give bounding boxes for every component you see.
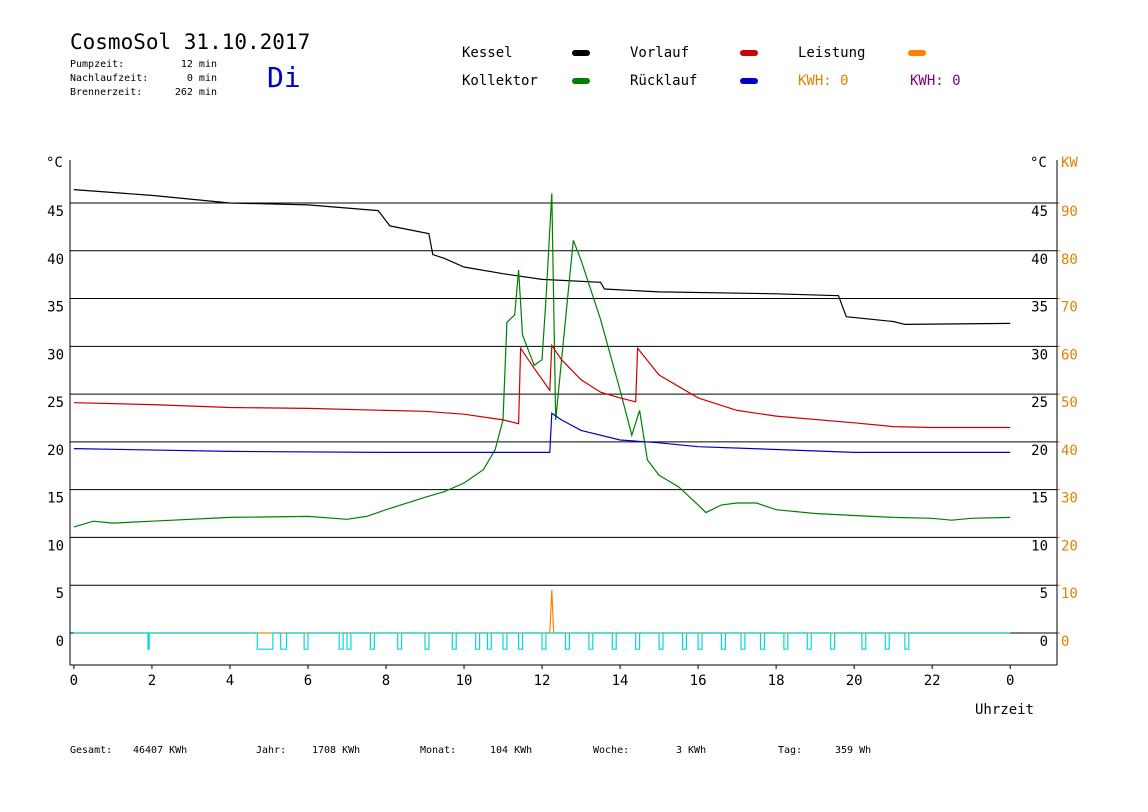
y2-tick-label: 40	[1061, 443, 1078, 459]
legend-label: Leistung	[798, 45, 865, 61]
y2-tick-label: 0	[1061, 634, 1069, 650]
y-tick-label: 10	[47, 538, 64, 554]
y-tick-label: 35	[47, 300, 64, 316]
y-tick-label: 25	[47, 395, 64, 411]
x-tick-label: 14	[612, 673, 629, 689]
y-unit: °C	[46, 155, 63, 171]
legend-label: Kessel	[462, 45, 513, 61]
x-tick-label: 20	[846, 673, 863, 689]
y2-tick-label: 30	[1061, 491, 1078, 507]
footer-value: 359 Wh	[835, 745, 871, 756]
y-tick-label-right: 5	[1040, 586, 1048, 602]
x-tick-label: 0	[1006, 673, 1014, 689]
y-tick-label-right: 0	[1040, 634, 1048, 650]
y-tick-label: 30	[47, 347, 64, 363]
x-tick-label: 8	[382, 673, 390, 689]
stat-value: 262 min	[175, 87, 217, 98]
stat-label: Brennerzeit:	[70, 87, 142, 98]
series-line	[73, 589, 1011, 634]
y-tick-label-right: 35	[1031, 300, 1048, 316]
day: Di	[267, 61, 301, 94]
y2-tick-label: 70	[1061, 300, 1078, 316]
series-line	[73, 632, 1011, 650]
y-tick-label-right: 15	[1031, 491, 1048, 507]
y-tick-label: 15	[47, 491, 64, 507]
x-tick-label: 0	[70, 673, 78, 689]
kwh-label: KWH: 0	[798, 73, 849, 89]
x-tick-label: 10	[456, 673, 473, 689]
x-label: Uhrzeit	[975, 702, 1034, 718]
stat-value: 12 min	[181, 59, 217, 70]
y2-tick-label: 90	[1061, 204, 1078, 220]
footer-value: 46407 KWh	[133, 745, 187, 756]
series-line	[73, 343, 1011, 429]
stat-label: Nachlaufzeit:	[70, 73, 148, 84]
y-tick-label-right: 25	[1031, 395, 1048, 411]
legend-label: Kollektor	[462, 73, 538, 89]
y2-tick-label: 10	[1061, 586, 1078, 602]
footer-label: Gesamt:	[70, 745, 112, 756]
stat-label: Pumpzeit:	[70, 59, 124, 70]
y-tick-label: 0	[56, 634, 64, 650]
legend-label: Vorlauf	[630, 45, 689, 61]
x-tick-label: 4	[226, 673, 234, 689]
y2-label: KW	[1061, 155, 1078, 171]
footer-label: Tag:	[778, 745, 802, 756]
footer-label: Monat:	[420, 745, 456, 756]
x-tick-label: 12	[534, 673, 551, 689]
y-tick-label-right: 20	[1031, 443, 1048, 459]
y-tick-label: 20	[47, 443, 64, 459]
footer-value: 1708 KWh	[312, 745, 360, 756]
kwh-label: KWH: 0	[910, 73, 961, 89]
series-line	[73, 189, 1011, 326]
y-tick-label-right: 30	[1031, 347, 1048, 363]
x-tick-label: 18	[768, 673, 785, 689]
y-tick-label-right: 45	[1031, 204, 1048, 220]
title: CosmoSol 31.10.2017	[70, 30, 310, 54]
x-tick-label: 2	[148, 673, 156, 689]
y-tick-label-right: 10	[1031, 538, 1048, 554]
y2-tick-label: 80	[1061, 252, 1078, 268]
y2-tick-label: 20	[1061, 538, 1078, 554]
series-line	[73, 193, 1011, 528]
y2-tick-label: 60	[1061, 347, 1078, 363]
y-tick-label: 40	[47, 252, 64, 268]
y-tick-label: 5	[56, 586, 64, 602]
footer-value: 3 KWh	[676, 745, 706, 756]
y-tick-label: 45	[47, 204, 64, 220]
y-tick-label-right: 40	[1031, 252, 1048, 268]
stat-value: 0 min	[187, 73, 217, 84]
footer-label: Woche:	[593, 745, 629, 756]
y2-tick-label: 50	[1061, 395, 1078, 411]
x-tick-label: 16	[690, 673, 707, 689]
x-tick-label: 6	[304, 673, 312, 689]
x-tick-label: 22	[924, 673, 941, 689]
y-unit-right: °C	[1030, 155, 1047, 171]
footer-label: Jahr:	[256, 745, 286, 756]
legend-label: Rücklauf	[630, 73, 697, 89]
series-line	[73, 412, 1011, 453]
footer-value: 104 KWh	[490, 745, 532, 756]
